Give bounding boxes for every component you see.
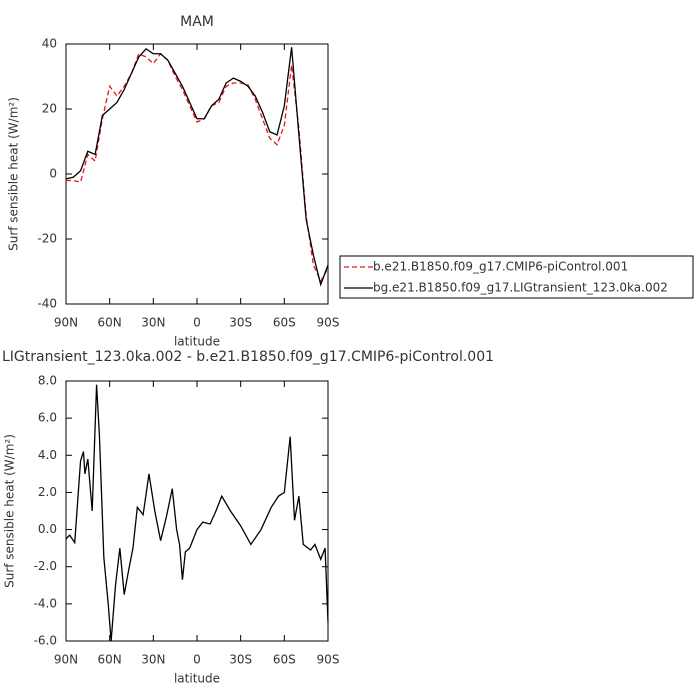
y-tick-label: -40 [37, 297, 57, 311]
x-tick-label: 60N [98, 653, 122, 667]
y-tick-label: 8.0 [38, 374, 57, 388]
x-axis-label: latitude [174, 335, 220, 349]
chart-title: MAM [180, 14, 214, 30]
legend-label: b.e21.B1850.f09_g17.CMIP6-piControl.001 [373, 260, 628, 274]
y-tick-label: 2.0 [38, 485, 57, 499]
y-axis-label: Surf sensible heat (W/m²) [3, 434, 17, 588]
x-tick-label: 60S [273, 316, 296, 330]
y-tick-label: 0.0 [38, 522, 57, 536]
y-tick-label: 6.0 [38, 411, 57, 425]
y-tick-label: -4.0 [34, 596, 57, 610]
x-axis-label: latitude [174, 672, 220, 686]
plot-frame [65, 380, 329, 642]
y-tick-label: 4.0 [38, 448, 57, 462]
chart-title: LIGtransient_123.0ka.002 - b.e21.B1850.f… [2, 349, 494, 365]
y-tick-label: 0 [49, 167, 57, 181]
y-tick-label: 40 [42, 37, 57, 51]
x-tick-label: 60S [273, 653, 296, 667]
y-axis-label: Surf sensible heat (W/m²) [7, 97, 21, 251]
x-tick-label: 0 [193, 316, 201, 330]
x-tick-label: 90S [317, 316, 340, 330]
y-tick-label: -6.0 [34, 634, 57, 648]
x-tick-label: 90N [54, 316, 78, 330]
legend-box [339, 255, 694, 299]
data-line [65, 47, 329, 287]
x-tick-label: 90S [317, 653, 340, 667]
x-tick-label: 30S [229, 316, 252, 330]
y-tick-label: -2.0 [34, 559, 57, 573]
x-tick-label: 30S [229, 653, 252, 667]
x-tick-label: 60N [98, 316, 122, 330]
x-tick-label: 30N [141, 316, 165, 330]
x-tick-label: 0 [193, 653, 201, 667]
x-tick-label: 90N [54, 653, 78, 667]
data-line [66, 52, 329, 283]
plot-frame [65, 43, 329, 305]
y-tick-label: -20 [37, 232, 57, 246]
data-line [65, 384, 329, 642]
x-tick-label: 30N [141, 653, 165, 667]
y-tick-label: 20 [42, 102, 57, 116]
legend-label: bg.e21.B1850.f09_g17.LIGtransient_123.0k… [373, 281, 668, 295]
